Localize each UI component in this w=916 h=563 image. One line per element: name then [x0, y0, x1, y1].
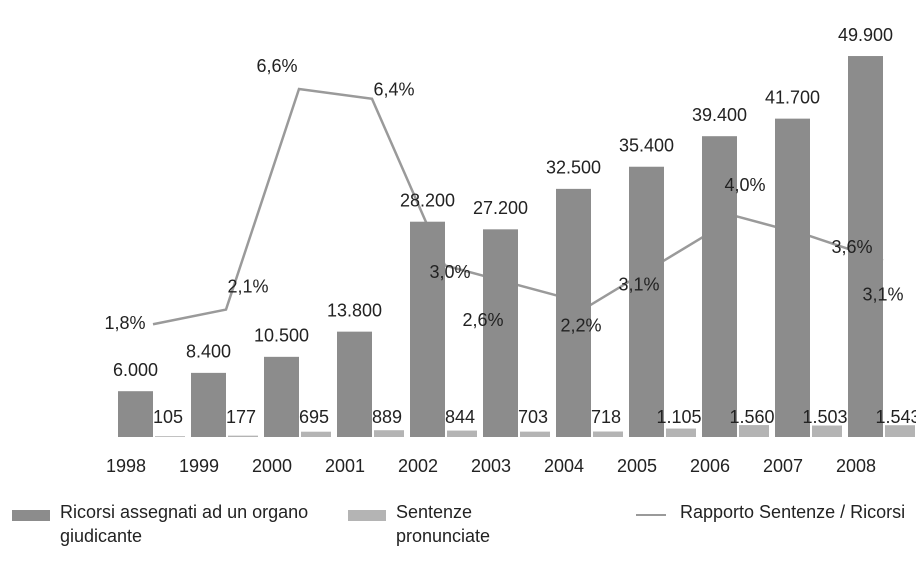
value-label: 6,6%	[256, 56, 297, 76]
legend-item: Ricorsi assegnati ad un organo giudicant…	[12, 500, 310, 548]
bar	[264, 356, 299, 437]
x-tick-label: 2004	[544, 456, 584, 476]
value-label: 41.700	[765, 87, 820, 107]
value-label: 49.900	[838, 25, 893, 45]
bar	[775, 118, 810, 437]
x-tick-label: 2007	[763, 456, 803, 476]
value-label: 4,0%	[724, 175, 765, 195]
x-tick-label: 2006	[690, 456, 730, 476]
legend-item: Sentenze pronunciate	[348, 500, 546, 548]
bar	[885, 425, 915, 437]
legend-item: Rapporto Sentenze / Ricorsi	[632, 500, 910, 524]
x-tick-label: 2008	[836, 456, 876, 476]
bar	[155, 436, 185, 437]
bar	[666, 428, 696, 437]
bar	[848, 56, 883, 438]
bar	[629, 166, 664, 437]
value-label: 1,8%	[104, 313, 145, 333]
value-label: 2,6%	[462, 310, 503, 330]
bar	[301, 431, 331, 437]
value-label: 3,1%	[862, 284, 903, 304]
value-label: 32.500	[546, 158, 601, 178]
value-label: 695	[299, 407, 329, 427]
bar	[520, 431, 550, 437]
value-label: 39.400	[692, 105, 747, 125]
value-label: 105	[153, 407, 183, 427]
value-label: 2,1%	[227, 276, 268, 296]
x-tick-label: 2002	[398, 456, 438, 476]
value-label: 1.503	[802, 407, 847, 427]
bar	[739, 425, 769, 437]
x-tick-label: 2000	[252, 456, 292, 476]
bar	[410, 221, 445, 437]
value-label: 889	[372, 407, 402, 427]
bar	[191, 372, 226, 437]
x-tick-label: 1998	[106, 456, 146, 476]
value-label: 3,1%	[618, 274, 659, 294]
legend: Ricorsi assegnati ad un organo giudicant…	[0, 500, 916, 563]
value-label: 1.543	[875, 407, 916, 427]
value-label: 718	[591, 407, 621, 427]
value-label: 27.200	[473, 198, 528, 218]
bar	[556, 188, 591, 437]
plot: 6.000 8.400 10.500 13.800 28.200 27.200 32.500…	[104, 25, 916, 476]
value-label: 35.400	[619, 135, 674, 155]
bar	[337, 331, 372, 437]
value-label: 177	[226, 407, 256, 427]
value-label: 6,4%	[373, 80, 414, 100]
value-label: 3,6%	[831, 237, 872, 257]
x-tick-label: 2001	[325, 456, 365, 476]
value-label: 2,2%	[560, 315, 601, 335]
bar	[483, 229, 518, 437]
legend-swatch	[348, 510, 386, 521]
bar	[812, 425, 842, 437]
value-label: 1.560	[729, 407, 774, 427]
legend-swatch	[12, 510, 50, 521]
bar	[118, 391, 153, 437]
bar	[447, 430, 477, 437]
bar	[374, 430, 404, 437]
bar	[228, 435, 258, 437]
value-label: 703	[518, 407, 548, 427]
value-label: 8.400	[186, 342, 231, 362]
value-label: 1.105	[656, 407, 701, 427]
x-tick-label: 1999	[179, 456, 219, 476]
value-label: 13.800	[327, 300, 382, 320]
legend-swatch	[636, 514, 666, 516]
x-tick-label: 2005	[617, 456, 657, 476]
legend-label: Rapporto Sentenze / Ricorsi	[680, 502, 906, 522]
bar	[702, 136, 737, 437]
legend-label: Sentenze pronunciate	[396, 502, 491, 546]
value-label: 3,0%	[429, 262, 470, 282]
value-label: 844	[445, 407, 475, 427]
legend-label: Ricorsi assegnati ad un organo giudicant…	[60, 502, 309, 546]
x-tick-label: 2003	[471, 456, 511, 476]
value-label: 6.000	[113, 360, 158, 380]
value-label: 10.500	[254, 326, 309, 346]
value-label: 28.200	[400, 190, 455, 210]
bar	[593, 431, 623, 437]
